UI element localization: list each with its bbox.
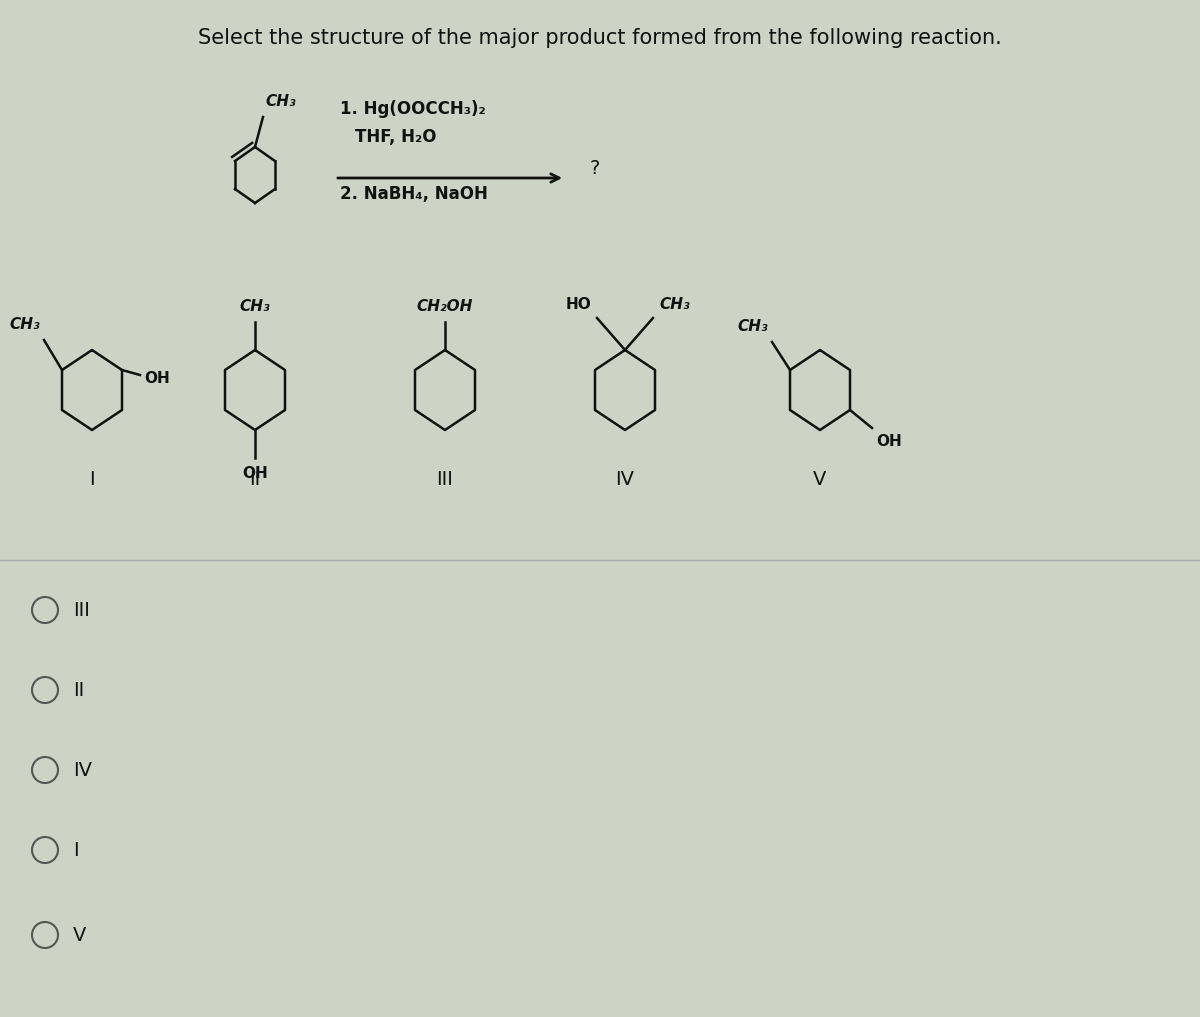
Text: I: I <box>89 470 95 489</box>
Text: CH₃: CH₃ <box>659 297 690 312</box>
Text: III: III <box>437 470 454 489</box>
Text: Select the structure of the major product formed from the following reaction.: Select the structure of the major produc… <box>198 28 1002 48</box>
Text: THF, H₂O: THF, H₂O <box>355 128 437 146</box>
Text: II: II <box>73 680 84 700</box>
Text: IV: IV <box>73 761 92 779</box>
Text: OH: OH <box>242 466 268 481</box>
Text: OH: OH <box>876 434 901 448</box>
Text: ?: ? <box>590 159 600 178</box>
Text: I: I <box>73 840 79 859</box>
Text: CH₃: CH₃ <box>737 319 768 334</box>
Text: 2. NaBH₄, NaOH: 2. NaBH₄, NaOH <box>340 185 488 203</box>
Text: CH₃: CH₃ <box>10 317 40 332</box>
Text: V: V <box>814 470 827 489</box>
Text: CH₂OH: CH₂OH <box>416 299 473 314</box>
Text: 1. Hg(OOCCH₃)₂: 1. Hg(OOCCH₃)₂ <box>340 100 486 118</box>
Text: CH₃: CH₃ <box>265 94 295 109</box>
Text: OH: OH <box>144 370 169 385</box>
Text: CH₃: CH₃ <box>240 299 270 314</box>
Text: IV: IV <box>616 470 635 489</box>
Text: HO: HO <box>565 297 592 312</box>
Text: II: II <box>250 470 260 489</box>
Text: V: V <box>73 925 86 945</box>
Text: III: III <box>73 600 90 619</box>
